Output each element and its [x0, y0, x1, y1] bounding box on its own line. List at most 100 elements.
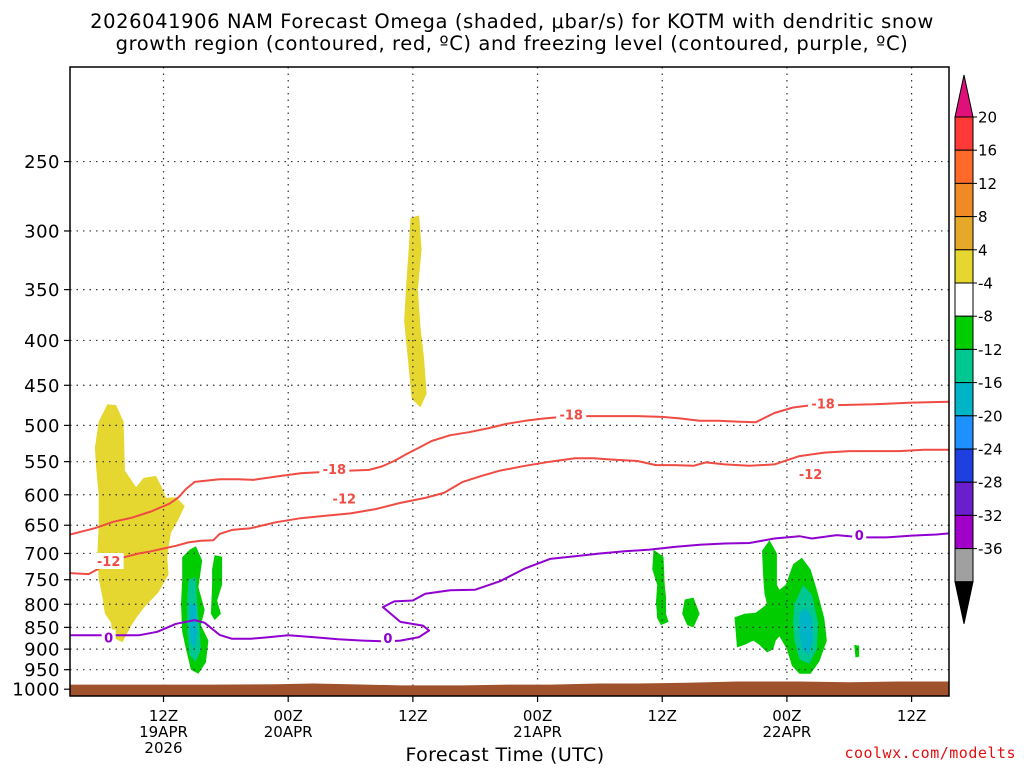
x-tick-date-h6: 19APR — [139, 723, 188, 741]
colorbar-swatch-0 — [954, 116, 974, 151]
y-tick-label-700: 700 — [24, 544, 60, 565]
colorbar-swatch-11 — [954, 481, 974, 516]
y-tick-label-400: 400 — [24, 331, 60, 352]
y-tick-label-800: 800 — [24, 595, 60, 616]
y-tick-label-350: 350 — [24, 280, 60, 301]
y-axis: 2503003504004505005506006507007508008509… — [12, 152, 70, 701]
y-tick-label-550: 550 — [24, 452, 60, 473]
colorbar: 20 16 12 8 4 -4 -8 -12 -16 -20 -24 -28 -32 -36 — [954, 74, 1003, 624]
omega-region-rising-6 — [854, 644, 860, 658]
colorbar-label-7: -12 — [978, 341, 1003, 359]
colorbar-label-10: -24 — [978, 441, 1003, 459]
contour-label-0-1: 0 — [383, 632, 392, 647]
site-credit[interactable]: coolwx.com/modelts — [844, 744, 1016, 762]
x-tick-label-h46: 12Z — [648, 707, 677, 725]
x-tick-label-h6: 12Z — [149, 707, 178, 725]
y-tick-label-1000: 1000 — [12, 680, 60, 701]
colorbar-swatch-5 — [954, 282, 974, 317]
contour-label-layer: -18 -18 -18 -12 -12 -12 0 0 0 — [93, 395, 867, 647]
chart-title-line-2: growth region (contoured, red, ºC) and f… — [115, 32, 909, 55]
colorbar-top-arrow — [954, 74, 974, 118]
omega-region-rising-4 — [682, 597, 700, 628]
plot-frame — [69, 66, 950, 697]
y-tick-label-850: 850 — [24, 618, 60, 639]
y-tick-label-250: 250 — [24, 152, 60, 173]
colorbar-label-8: -16 — [978, 374, 1003, 392]
omega-region-sinking-1 — [94, 404, 185, 643]
omega-region-sinking-2 — [404, 215, 427, 408]
colorbar-label-3: 8 — [978, 208, 988, 226]
x-tick-label-h26: 12Z — [398, 707, 427, 725]
contour-label-0-2: 0 — [855, 529, 864, 544]
terrain-fill — [70, 681, 949, 696]
colorbar-bottom-arrow — [954, 581, 974, 624]
colorbar-label-0: 20 — [978, 109, 997, 127]
y-tick-label-950: 950 — [24, 660, 60, 681]
x-tick-label-h16: 00Z — [274, 707, 303, 725]
colorbar-swatch-3 — [954, 216, 974, 251]
x-tick-date-h36: 21APR — [513, 723, 562, 741]
colorbar-label-2: 12 — [978, 175, 997, 193]
colorbar-swatch-6 — [954, 315, 974, 350]
omega-shading-layer — [94, 215, 860, 674]
x-axis-title: Forecast Time (UTC) — [405, 744, 605, 766]
contour-label-bg — [93, 552, 124, 569]
contour-label--12-0: -12 — [97, 555, 121, 570]
y-tick-label-900: 900 — [24, 640, 60, 661]
colorbar-label-1: 16 — [978, 142, 997, 160]
colorbar-label-11: -28 — [978, 474, 1003, 492]
colorbar-label-6: -8 — [978, 308, 993, 326]
colorbar-swatch-1 — [954, 149, 974, 184]
colorbar-label-13: -36 — [978, 540, 1003, 558]
contour-label-bg — [556, 406, 587, 423]
contour-line--12-1 — [70, 448, 949, 576]
x-tick-date-h56: 22APR — [763, 723, 812, 741]
contour-label-bg — [808, 395, 839, 412]
contour-line-0-2 — [70, 532, 949, 643]
contour-label-bg — [319, 461, 350, 478]
x-tick-year-h6: 2026 — [144, 739, 182, 757]
contour-label-bg — [380, 629, 395, 646]
colorbar-swatch-12 — [954, 514, 974, 550]
contour-label--12-2: -12 — [799, 468, 823, 483]
omega-region-rising-1-core — [189, 604, 198, 650]
contour-label--18-1: -18 — [559, 409, 583, 424]
colorbar-label-9: -20 — [978, 407, 1003, 425]
contour-label-bg — [101, 629, 116, 646]
colorbar-label-4: 4 — [978, 241, 988, 259]
x-tick-date-h16: 20APR — [264, 723, 313, 741]
contour-label-bg — [852, 527, 867, 544]
contour-label--18-2: -18 — [811, 397, 835, 412]
contour-label-0-0: 0 — [104, 632, 113, 647]
y-tick-label-600: 600 — [24, 485, 60, 506]
colorbar-swatch-7 — [954, 348, 974, 384]
colorbar-swatch-13 — [954, 548, 974, 583]
y-tick-label-500: 500 — [24, 416, 60, 437]
y-tick-label-650: 650 — [24, 516, 60, 537]
colorbar-swatch-8 — [954, 382, 974, 417]
y-tick-label-750: 750 — [24, 570, 60, 591]
y-tick-label-450: 450 — [24, 376, 60, 397]
contour-label--12-1: -12 — [333, 493, 357, 508]
contour-label-bg — [329, 490, 360, 507]
x-tick-label-h36: 00Z — [523, 707, 552, 725]
colorbar-label-5: -4 — [978, 275, 993, 293]
x-tick-label-h66: 12Z — [897, 707, 926, 725]
colorbar-swatch-10 — [954, 448, 974, 483]
chart-title-line-1: 2026041906 NAM Forecast Omega (shaded, μ… — [90, 10, 934, 33]
contour-label-bg — [795, 465, 826, 482]
terrain-layer — [70, 681, 949, 696]
colorbar-swatch-4 — [954, 249, 974, 284]
colorbar-swatch-9 — [954, 415, 974, 450]
y-tick-label-300: 300 — [24, 221, 60, 242]
grid-layer — [70, 67, 949, 696]
omega-region-rising-5-core — [799, 607, 814, 656]
colorbar-swatch-2 — [954, 182, 974, 218]
contour-layer — [70, 400, 949, 643]
colorbar-label-12: -32 — [978, 507, 1003, 525]
contour-line--18-0 — [70, 400, 949, 536]
x-tick-label-h56: 00Z — [772, 707, 801, 725]
omega-region-rising-3 — [652, 549, 669, 626]
